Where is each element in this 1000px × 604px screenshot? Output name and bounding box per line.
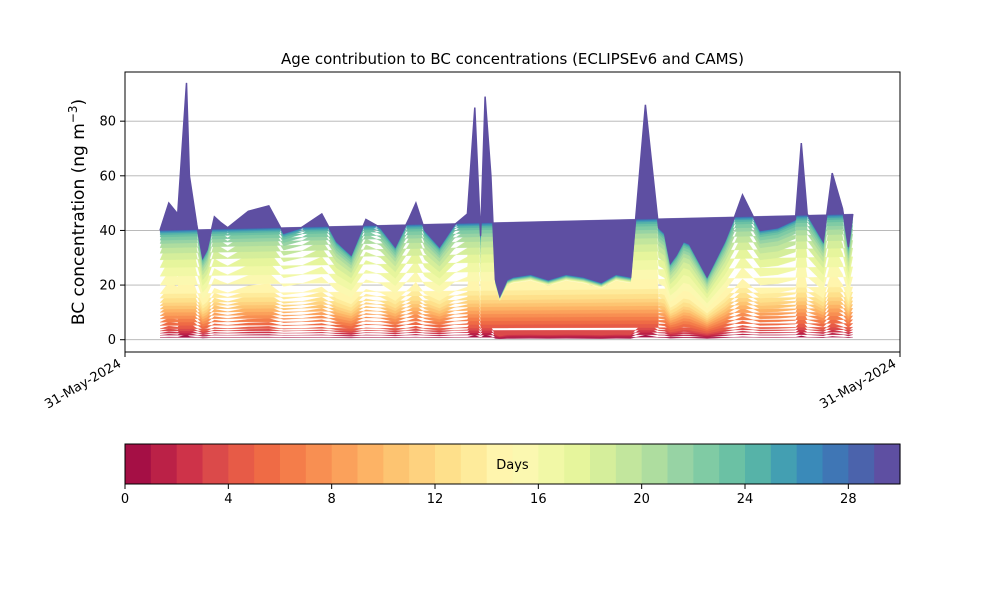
colorbar-segment-28	[848, 444, 875, 484]
y-axis-label-close: )	[69, 99, 89, 106]
age-layer-0-1-days	[159, 334, 853, 339]
colorbar-segment-24	[745, 444, 772, 484]
colorbar-tick-label-16: 16	[530, 492, 547, 507]
colorbar-segment-29	[874, 444, 901, 484]
colorbar-segment-18	[590, 444, 617, 484]
colorbar-segment-15	[512, 444, 539, 484]
x-tick-label-end: 31-May-2024	[817, 356, 899, 412]
y-axis-label-sup: −3	[66, 105, 80, 123]
colorbar-tick-label-20: 20	[633, 492, 650, 507]
colorbar	[125, 444, 901, 484]
colorbar-tick-label-4: 4	[224, 492, 232, 507]
total-concentration-line	[159, 82, 854, 299]
colorbar-ticks: 0 4 8 12 16 20 24 28	[121, 484, 857, 507]
y-tick-label-20: 20	[99, 279, 116, 294]
colorbar-segment-0	[125, 444, 152, 484]
colorbar-segment-9	[357, 444, 384, 484]
y-tick-label-40: 40	[99, 224, 116, 239]
colorbar-segment-17	[564, 444, 591, 484]
colorbar-segment-23	[719, 444, 746, 484]
colorbar-segment-7	[305, 444, 333, 484]
colorbar-tick-label-28: 28	[840, 492, 857, 507]
colorbar-segment-8	[331, 444, 359, 484]
colorbar-tick-label-8: 8	[328, 492, 336, 507]
area-layer	[159, 82, 854, 339]
colorbar-segment-25	[770, 444, 798, 484]
colorbar-segment-20	[641, 444, 669, 484]
y-axis-label: BC concentration (ng m−3)	[66, 99, 89, 325]
colorbar-segment-6	[280, 444, 307, 484]
age-layer-3-4-days	[159, 318, 854, 337]
colorbar-segment-3	[202, 444, 229, 484]
age-layer-2-3-days	[159, 324, 853, 338]
colorbar-segment-22	[693, 444, 720, 484]
colorbar-segment-1	[150, 444, 178, 484]
colorbar-segment-11	[409, 444, 436, 484]
colorbar-segment-5	[254, 444, 281, 484]
colorbar-tick-label-24: 24	[737, 492, 754, 507]
colorbar-segment-2	[176, 444, 204, 484]
y-axis-label-main: BC concentration (ng m	[69, 123, 89, 325]
y-tick-label-0: 0	[108, 333, 116, 348]
colorbar-segment-10	[383, 444, 410, 484]
colorbar-frame	[124, 443, 901, 485]
colorbar-segment-16	[538, 444, 565, 484]
colorbar-tick-label-0: 0	[121, 492, 129, 507]
plot-frame	[124, 71, 901, 353]
chart-title: Age contribution to BC concentrations (E…	[281, 50, 744, 68]
colorbar-segment-14	[486, 444, 514, 484]
colorbar-tick-label-12: 12	[427, 492, 444, 507]
y-tick-label-80: 80	[99, 115, 116, 130]
colorbar-segment-12	[435, 444, 462, 484]
colorbar-label: Days	[496, 458, 529, 473]
colorbar-segment-19	[615, 444, 643, 484]
colorbar-segment-4	[228, 444, 255, 484]
colorbar-segment-21	[667, 444, 694, 484]
colorbar-segment-26	[796, 444, 824, 484]
colorbar-segment-27	[822, 444, 849, 484]
age-layer-1-2-days	[159, 329, 853, 339]
colorbar-segment-13	[460, 444, 488, 484]
y-tick-layer: 0 20 40 60 80	[99, 115, 125, 348]
x-tick-label-start: 31-May-2024	[42, 356, 124, 412]
y-tick-label-60: 60	[99, 169, 116, 184]
